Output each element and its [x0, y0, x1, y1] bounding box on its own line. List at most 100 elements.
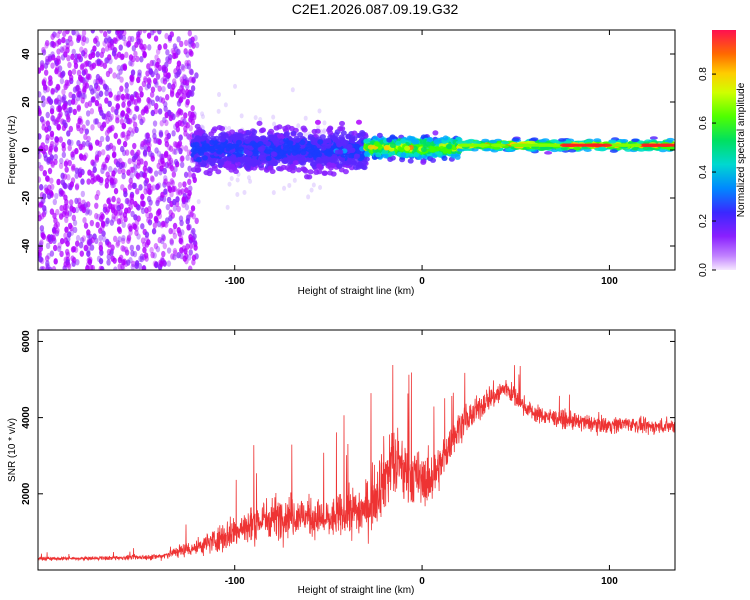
spectrogram-cell [155, 197, 161, 204]
spectrogram-cell [142, 50, 147, 58]
spectrogram-cell [74, 182, 80, 190]
spectrogram-cell [49, 208, 55, 215]
spectrogram-cell [156, 220, 162, 228]
spectrogram-cell [347, 157, 354, 164]
spectrogram-cell [106, 259, 111, 266]
spectrogram-xtick-label: 100 [601, 276, 618, 287]
snr-xtick-label: -100 [225, 576, 245, 587]
spectrogram-cell [117, 167, 122, 175]
spectrogram-cell [190, 111, 195, 119]
spectrogram-cell [115, 117, 120, 124]
spectrogram-cell [184, 204, 190, 211]
spectrogram-cell [59, 189, 65, 196]
spectrogram-cell [43, 69, 49, 76]
spectrogram-cell [340, 130, 347, 136]
spectrogram-cell [61, 103, 67, 111]
spectrogram-cell [346, 143, 353, 149]
spectrogram-cell [81, 124, 86, 131]
spectrogram-cell [140, 140, 145, 148]
spectrogram-cell [120, 131, 125, 139]
spectrogram-cell [163, 188, 168, 195]
spectrogram-cell [156, 150, 162, 157]
spectrogram-cell [631, 147, 640, 151]
spectrogram-cell [51, 234, 56, 242]
spectrogram-cell [57, 30, 63, 35]
spectrogram-cell [600, 143, 613, 147]
spectrogram-cell [119, 203, 124, 210]
spectrogram-cell [181, 73, 187, 81]
spectrogram-cell [287, 182, 292, 188]
spectrogram-cell [168, 145, 174, 152]
spectrogram-cell [40, 62, 45, 69]
spectrogram-cell [146, 97, 151, 104]
spectrogram-cell [117, 227, 123, 235]
spectrogram-cell [53, 158, 58, 166]
spectrogram-cell [113, 214, 118, 222]
spectrogram-cell [483, 147, 492, 152]
spectrogram-cell [376, 132, 383, 138]
spectrogram-cell [141, 265, 146, 270]
spectrogram-cell [316, 163, 323, 169]
spectrogram-cell [57, 65, 63, 72]
spectrogram-cell [173, 165, 178, 173]
spectrogram-cell [147, 166, 152, 173]
spectrogram-cell [57, 38, 62, 45]
spectrogram-cell [134, 41, 139, 48]
spectrogram-cell [187, 171, 192, 178]
spectrogram-cell [317, 139, 324, 145]
spectrogram-cell [155, 72, 161, 80]
spectrogram-cell [83, 133, 88, 141]
spectrogram-cell [88, 53, 93, 60]
snr-ytick-label: 4000 [21, 406, 32, 429]
spectrogram-cell [65, 30, 70, 35]
spectrogram-cell [154, 81, 159, 88]
spectrogram-cell [38, 256, 44, 263]
spectrogram-cell [164, 150, 169, 157]
spectrogram-cell [155, 61, 160, 68]
spectrogram-cell [60, 54, 66, 61]
spectrogram-cell [320, 145, 327, 151]
spectrogram-cell [65, 251, 71, 259]
spectrogram-cell [166, 260, 172, 267]
spectrogram-cell [608, 140, 617, 144]
spectrogram-cell [176, 143, 181, 150]
spectrogram-ylabel: Frequency (Hz) [7, 116, 18, 185]
spectrogram-cell [201, 132, 208, 139]
spectrogram-cell [256, 120, 263, 126]
spectrogram-cell [78, 153, 84, 160]
spectrogram-cell [140, 207, 146, 215]
colorbar-gradient [712, 30, 736, 270]
spectrogram-cell [95, 174, 101, 181]
spectrogram-cell [139, 43, 145, 50]
spectrogram-cell [288, 125, 295, 132]
spectrogram-cell [196, 199, 201, 205]
spectrogram-cell [327, 126, 334, 132]
spectrogram-cell [132, 223, 138, 230]
spectrogram-cell [468, 143, 481, 147]
spectrogram-cell [126, 40, 132, 47]
spectrogram-cell [105, 144, 110, 151]
spectrogram-cell [226, 163, 233, 169]
spectrogram-cell [38, 91, 42, 98]
spectrogram-cell [244, 138, 251, 144]
spectrogram-cell [138, 255, 143, 263]
spectrogram-cell [229, 129, 236, 135]
spectrogram-cell [162, 116, 167, 124]
spectrogram-cell [290, 87, 295, 93]
spectrogram-cell [218, 160, 225, 166]
spectrogram-cell [71, 214, 76, 222]
spectrogram-cell [151, 184, 156, 191]
spectrogram-cell [81, 206, 87, 214]
spectrogram-cell [420, 159, 427, 165]
spectrogram-cell [271, 114, 276, 120]
spectrogram-cell [45, 242, 51, 250]
spectrogram-cell [152, 222, 158, 229]
spectrogram-cell [162, 181, 167, 188]
spectrogram-cell [149, 59, 154, 67]
spectrogram-xtick-label: 0 [419, 276, 425, 287]
spectrogram-cell [295, 167, 302, 173]
spectrogram-cell [184, 88, 190, 96]
spectrogram-cell [76, 105, 82, 113]
spectrogram-ytick-label: 40 [21, 48, 32, 60]
spectrogram-cell [287, 140, 294, 146]
